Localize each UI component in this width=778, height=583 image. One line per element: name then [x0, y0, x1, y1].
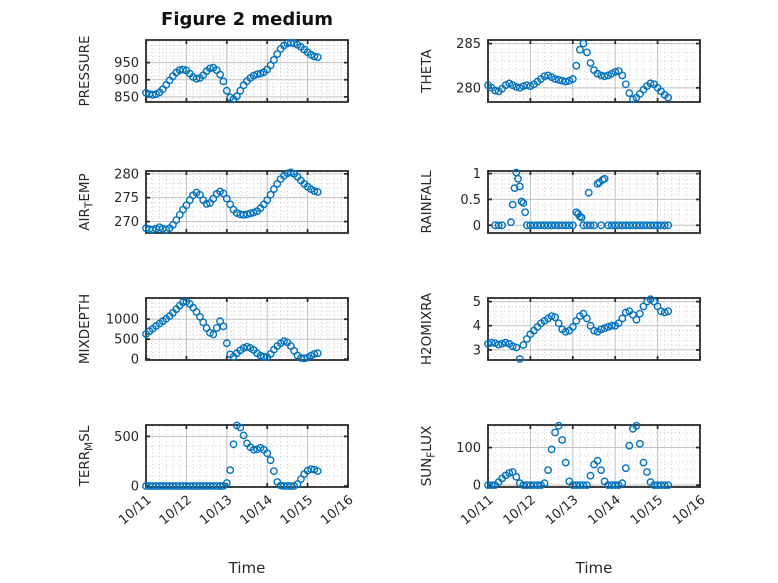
subplot-pressure: 850 900 950 PRESSURE [77, 36, 349, 107]
svg-text:285: 285 [456, 37, 481, 52]
data-series-theta [484, 39, 673, 104]
svg-text:270: 270 [114, 215, 139, 230]
y-tick-labels: 270 275 280 [114, 167, 139, 230]
subplot-sun-flux: 0 100 SUNFLUX 10/11 10/12 10/13 10/14 10/15 10/1… [419, 421, 709, 577]
svg-text:10/12: 10/12 [157, 493, 195, 529]
svg-text:3: 3 [473, 343, 481, 358]
svg-text:0.5: 0.5 [460, 193, 481, 208]
svg-text:10/13: 10/13 [543, 493, 581, 529]
minor-grid [489, 41, 699, 101]
y-tick-labels: 0 500 1000 [106, 313, 139, 368]
data-series-h2omixra [484, 295, 673, 363]
subplot-theta: 280 285 THETA [419, 37, 701, 104]
svg-text:10/14: 10/14 [237, 493, 275, 529]
svg-text:1000: 1000 [106, 313, 139, 328]
x-tick-labels: 10/11 10/12 10/13 10/14 10/15 10/16 [458, 493, 708, 529]
svg-text:10/16: 10/16 [318, 493, 356, 529]
major-grid [147, 299, 347, 359]
figure-title: Figure 2 medium [161, 9, 333, 30]
subplot-terr-msl: 0 500 TERRMSL 10/11 10/12 10/13 10/14 10/15 10/1… [77, 421, 357, 577]
subplot-mixdepth: 0 500 1000 MIXDEPTH [77, 294, 349, 368]
svg-text:0: 0 [473, 479, 481, 494]
svg-text:850: 850 [114, 90, 139, 105]
axis-box [487, 170, 701, 234]
minor-grid [489, 426, 699, 486]
y-axis-label-pressure: PRESSURE [77, 36, 93, 107]
svg-text:10/15: 10/15 [628, 493, 666, 529]
svg-text:10/15: 10/15 [278, 493, 316, 529]
svg-text:100: 100 [456, 441, 481, 456]
y-tick-labels: 3 4 5 [473, 295, 481, 358]
x-axis-label: Time [228, 559, 266, 577]
y-tick-labels: 0 500 [114, 430, 139, 495]
data-series-pressure [142, 38, 322, 104]
y-tick-labels: 280 285 [456, 37, 481, 96]
y-tick-labels: 850 900 950 [114, 56, 139, 105]
major-grid [489, 41, 699, 101]
svg-text:1: 1 [473, 167, 481, 182]
data-series-mixdepth [142, 297, 322, 363]
svg-text:0: 0 [473, 219, 481, 234]
svg-text:10/16: 10/16 [670, 493, 708, 529]
y-axis-label-theta: THETA [419, 49, 435, 94]
y-tick-labels: 00.51 [460, 167, 481, 234]
svg-text:275: 275 [114, 191, 139, 206]
axis-box [487, 297, 701, 361]
y-axis-label-sun-flux: SUNFLUX [419, 426, 438, 487]
svg-text:500: 500 [114, 333, 139, 348]
svg-text:10/11: 10/11 [458, 493, 496, 529]
x-tick-labels: 10/11 10/12 10/13 10/14 10/15 10/16 [116, 493, 356, 529]
subplot-h2omixra: 3 4 5 H2OMIXRA [419, 292, 701, 365]
y-axis-label-rainfall: RAINFALL [419, 170, 435, 233]
y-axis-label-h2omixra: H2OMIXRA [419, 292, 435, 365]
svg-text:950: 950 [114, 56, 139, 71]
svg-text:280: 280 [456, 81, 481, 96]
svg-text:280: 280 [114, 167, 139, 182]
svg-text:5: 5 [473, 295, 481, 310]
y-axis-label-mixdepth: MIXDEPTH [77, 294, 93, 364]
data-series-sun-flux [484, 421, 673, 489]
svg-text:900: 900 [114, 73, 139, 88]
axis-box [487, 39, 701, 103]
x-axis-label: Time [575, 559, 613, 577]
svg-text:0: 0 [131, 480, 139, 495]
minor-grid [147, 426, 347, 486]
y-axis-label-terr-msl: TERRMSL [77, 425, 96, 487]
svg-text:0: 0 [131, 353, 139, 368]
subplot-air-temp: 270 275 280 AIRTEMP [77, 167, 349, 234]
svg-text:10/12: 10/12 [501, 493, 539, 529]
data-series-air-temp [142, 168, 322, 234]
data-series-terr-msl [142, 421, 322, 490]
svg-text:4: 4 [473, 319, 481, 334]
svg-text:500: 500 [114, 430, 139, 445]
y-tick-labels: 0 100 [456, 441, 481, 494]
data-series-rainfall [491, 168, 673, 230]
y-axis-label-air-temp: AIRTEMP [77, 173, 96, 230]
svg-text:10/11: 10/11 [116, 493, 154, 529]
svg-text:10/13: 10/13 [197, 493, 235, 529]
svg-text:10/14: 10/14 [585, 493, 623, 529]
